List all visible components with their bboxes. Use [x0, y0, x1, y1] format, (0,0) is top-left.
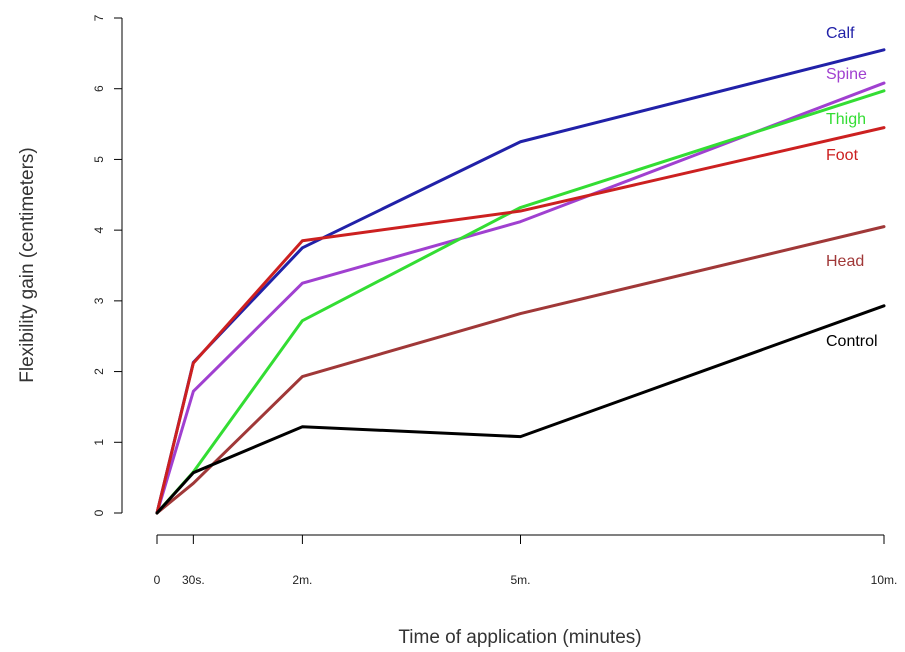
series-label-control: Control [826, 333, 878, 350]
x-tick-label: 0 [154, 573, 161, 587]
series-line-foot [155, 126, 886, 515]
series-lines [155, 48, 886, 515]
y-tick-label: 6 [92, 85, 106, 92]
x-tick-label: 2m. [292, 573, 312, 587]
y-axis-ticks: 0 1 2 3 4 5 6 7 [92, 14, 122, 516]
series-line-spine [155, 81, 886, 515]
series-label-calf: Calf [826, 25, 855, 42]
x-axis-ticks: 0 30s. 2m. 5m. 10m. [154, 535, 898, 587]
series-label-foot: Foot [826, 147, 859, 164]
x-tick-label: 10m. [871, 573, 898, 587]
x-axis-title: Time of application (minutes) [398, 627, 641, 648]
y-tick-label: 3 [92, 297, 106, 304]
y-tick-label: 1 [92, 439, 106, 446]
y-tick-label: 4 [92, 226, 106, 233]
x-tick-label: 30s. [182, 573, 205, 587]
x-tick-label: 5m. [510, 573, 530, 587]
y-tick-label: 5 [92, 156, 106, 163]
series-label-spine: Spine [826, 66, 867, 83]
y-tick-label: 0 [92, 509, 106, 516]
series-label-head: Head [826, 253, 864, 270]
series-line-control [155, 304, 886, 515]
series-labels: Calf Spine Thigh Foot Head Control [826, 25, 878, 350]
y-axis-title: Flexibility gain (centimeters) [17, 147, 38, 382]
y-tick-label: 2 [92, 368, 106, 375]
series-line-head [155, 225, 886, 515]
series-label-thigh: Thigh [826, 111, 866, 128]
y-tick-label: 7 [92, 14, 106, 21]
